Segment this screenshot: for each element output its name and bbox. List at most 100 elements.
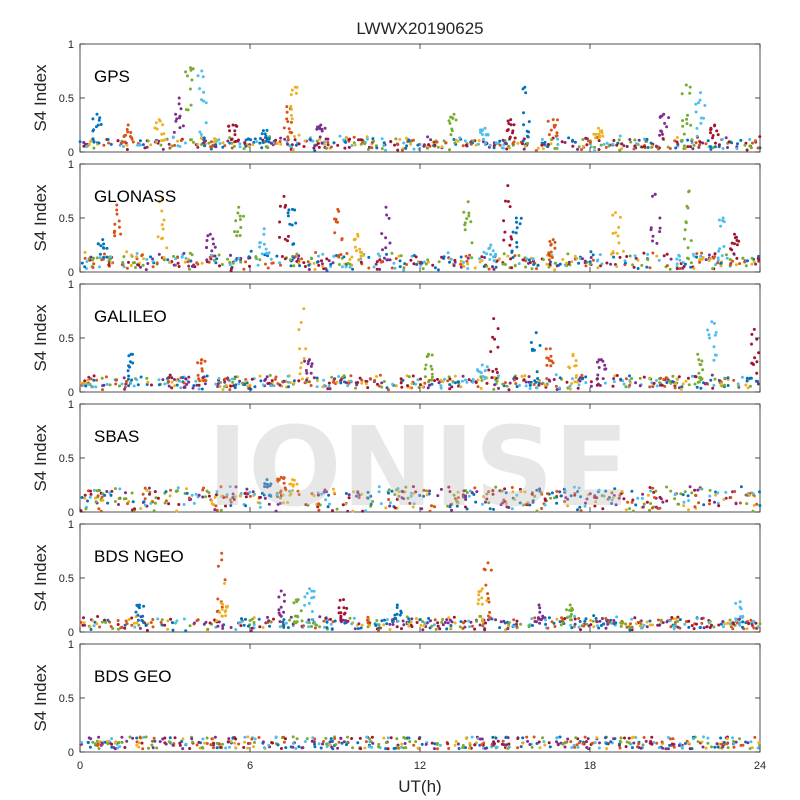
- data-point: [417, 737, 421, 741]
- data-point: [612, 255, 616, 259]
- data-point: [495, 745, 499, 749]
- data-point: [146, 262, 150, 265]
- data-point: [302, 624, 305, 628]
- data-point: [310, 625, 313, 628]
- data-point: [215, 619, 219, 623]
- data-point: [593, 149, 597, 153]
- data-point: [580, 373, 584, 377]
- data-point: [91, 619, 95, 623]
- data-point: [534, 149, 538, 153]
- data-point: [535, 267, 538, 271]
- data-point: [533, 379, 537, 383]
- data-point: [87, 375, 91, 379]
- data-point: [739, 607, 743, 611]
- data-point: [504, 199, 507, 203]
- data-point: [669, 489, 673, 493]
- data-point: [527, 120, 531, 124]
- data-point: [448, 260, 451, 264]
- data-point: [289, 482, 293, 486]
- data-point: [738, 737, 741, 741]
- y-tick-label: 0.5: [59, 333, 74, 345]
- data-point: [673, 139, 677, 143]
- data-point: [142, 735, 146, 739]
- data-point: [589, 384, 593, 388]
- data-point: [418, 618, 422, 622]
- data-point: [734, 263, 738, 267]
- data-point: [324, 267, 328, 271]
- data-point: [595, 620, 599, 624]
- data-point: [276, 743, 280, 747]
- data-point: [584, 381, 588, 385]
- data-point: [644, 739, 648, 743]
- data-point: [319, 123, 323, 127]
- data-point: [708, 494, 712, 498]
- data-point: [487, 267, 491, 271]
- data-point: [429, 619, 432, 623]
- data-point: [101, 388, 104, 392]
- data-point: [395, 488, 399, 492]
- data-point: [173, 143, 177, 147]
- data-point: [236, 375, 240, 379]
- data-point: [352, 616, 356, 620]
- data-point: [310, 362, 314, 366]
- data-point: [735, 239, 739, 242]
- data-point: [730, 248, 734, 252]
- data-point: [720, 254, 724, 258]
- data-point: [731, 490, 734, 494]
- data-point: [86, 499, 89, 503]
- data-point: [326, 143, 330, 147]
- data-point: [681, 382, 685, 386]
- data-point: [282, 126, 286, 130]
- data-point: [575, 380, 579, 384]
- data-point: [442, 255, 446, 259]
- data-point: [616, 234, 620, 238]
- data-point: [412, 262, 416, 266]
- data-point: [105, 382, 109, 386]
- data-point: [506, 119, 510, 123]
- data-point: [414, 617, 418, 620]
- data-point: [569, 612, 573, 616]
- data-point: [282, 740, 286, 744]
- data-point: [225, 495, 228, 499]
- data-point: [648, 376, 652, 380]
- data-point: [475, 619, 479, 623]
- data-point: [661, 132, 664, 136]
- data-point: [315, 260, 319, 264]
- data-point: [683, 622, 687, 626]
- data-point: [244, 617, 247, 621]
- y-tick-label: 0: [68, 147, 74, 159]
- data-point: [380, 381, 384, 385]
- data-point: [594, 132, 598, 136]
- data-point: [235, 124, 239, 128]
- data-point: [451, 380, 455, 383]
- data-point: [695, 126, 699, 130]
- data-point: [384, 506, 388, 510]
- panel-label: GPS: [94, 67, 130, 86]
- data-point: [349, 374, 353, 378]
- data-point: [544, 622, 548, 626]
- data-point: [233, 230, 236, 234]
- data-point: [726, 384, 730, 387]
- data-point: [412, 147, 416, 151]
- data-point: [400, 745, 403, 749]
- data-point: [313, 149, 317, 153]
- data-point: [496, 739, 500, 743]
- data-point: [228, 498, 232, 502]
- data-point: [624, 745, 628, 749]
- data-point: [168, 494, 172, 498]
- data-point: [363, 746, 367, 750]
- data-point: [464, 737, 468, 740]
- data-point: [533, 494, 537, 498]
- data-point: [524, 265, 528, 269]
- data-point: [341, 618, 345, 622]
- data-point: [103, 493, 107, 497]
- data-point: [680, 745, 684, 749]
- data-point: [611, 213, 615, 217]
- data-point: [161, 236, 164, 240]
- data-point: [336, 746, 340, 750]
- data-point: [394, 384, 398, 388]
- data-point: [205, 489, 209, 493]
- data-point: [170, 144, 174, 148]
- data-point: [284, 737, 287, 741]
